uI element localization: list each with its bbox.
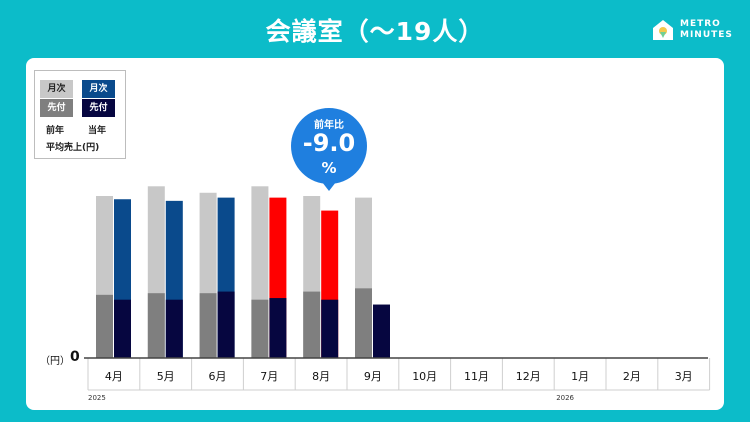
page-title: 会議室（〜19人）: [265, 17, 485, 46]
brand-logo: METRO MINUTES: [652, 19, 733, 41]
x-tick-label: 11月: [464, 370, 489, 383]
bar-prev-forward: [355, 288, 372, 358]
x-tick-label: 4月: [105, 370, 123, 383]
year-label: 2026: [556, 394, 574, 402]
x-tick-label: 12月: [516, 370, 541, 383]
x-tick-label: 1月: [571, 370, 589, 383]
x-tick-label: 10月: [412, 370, 437, 383]
x-tick-label: 9月: [364, 370, 382, 383]
bar-curr-forward: [114, 299, 131, 358]
bar-curr-forward: [269, 298, 287, 358]
legend-prev-label: 前年: [46, 126, 65, 136]
bar-curr-forward: [165, 299, 183, 358]
brand-line2: MINUTES: [680, 30, 733, 40]
bar-curr-forward: [321, 299, 339, 358]
y-axis-unit: （円）: [40, 356, 70, 367]
bar-prev-forward: [303, 291, 321, 358]
yoy-value: -9.0: [302, 129, 356, 157]
legend-prev-monthly: 月次: [40, 80, 73, 98]
chart-legend: 月次 先付 月次 先付 前年 当年 平均売上(円): [34, 70, 126, 159]
x-tick-label: 2月: [623, 370, 641, 383]
yoy-unit: %: [321, 159, 337, 177]
bar-curr-forward: [373, 304, 390, 358]
bar-curr-forward: [217, 291, 235, 358]
x-tick-label: 8月: [312, 370, 330, 383]
pin-house-icon: [653, 20, 673, 40]
bar-prev-forward: [251, 299, 269, 358]
yoy-callout: 前年比 -9.0 %: [291, 108, 367, 191]
legend-prev-forward: 先付: [40, 99, 73, 117]
bar-prev-forward: [147, 293, 165, 358]
x-tick-label: 7月: [260, 370, 278, 383]
y-axis-zero: 0: [70, 349, 80, 365]
year-label: 2025: [88, 394, 106, 402]
x-tick-label: 3月: [675, 370, 693, 383]
legend-caption: 平均売上(円): [46, 143, 100, 153]
yoy-label: 前年比: [314, 120, 344, 131]
bar-prev-forward: [199, 293, 217, 358]
x-tick-label: 5月: [157, 370, 175, 383]
legend-curr-label: 当年: [88, 126, 107, 136]
legend-curr-forward: 先付: [82, 99, 115, 117]
brand-line1: METRO: [680, 19, 721, 29]
legend-curr-monthly: 月次: [82, 80, 115, 98]
bar-prev-forward: [96, 294, 113, 358]
x-tick-label: 6月: [209, 370, 227, 383]
